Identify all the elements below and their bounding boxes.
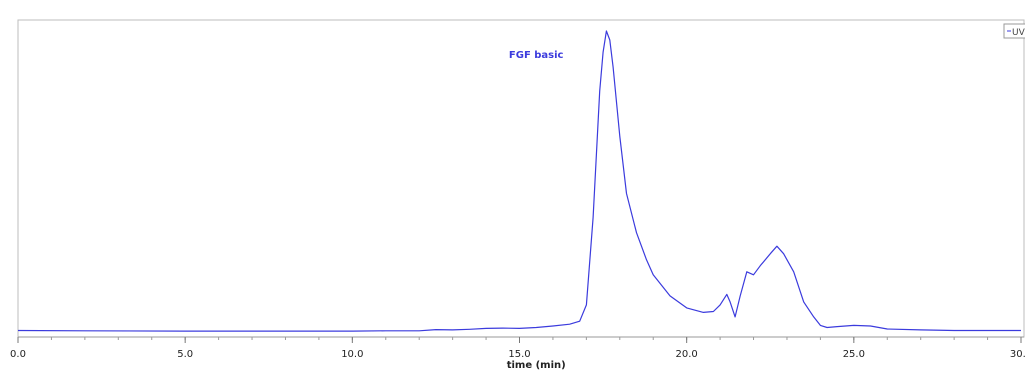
- x-tick-label: 25.0: [843, 349, 865, 360]
- x-tick-label: 10.0: [341, 349, 363, 360]
- x-axis: 0.0 5.0 10.0 15.0 20.0 25.0 30.0 time (min): [10, 336, 1025, 370]
- legend-entry-uv: UV: [1012, 28, 1025, 38]
- series-line-uv: [17, 30, 1021, 332]
- x-axis-title: time (min): [507, 360, 566, 370]
- plot-border: [17, 19, 1025, 338]
- x-tick-label: 20.0: [676, 349, 698, 360]
- plot-frame: [17, 19, 1025, 338]
- annotation-layer: FGF basic: [509, 50, 564, 61]
- legend-box: [1003, 23, 1025, 39]
- x-tick-label: 15.0: [508, 349, 530, 360]
- legend: UV: [1003, 23, 1025, 39]
- series-layer: [17, 30, 1021, 332]
- x-tick-label: 0.0: [10, 349, 26, 360]
- peak-annotation: FGF basic: [509, 50, 564, 61]
- x-tick-label: 30.0: [1010, 349, 1025, 360]
- x-tick-label: 5.0: [177, 349, 193, 360]
